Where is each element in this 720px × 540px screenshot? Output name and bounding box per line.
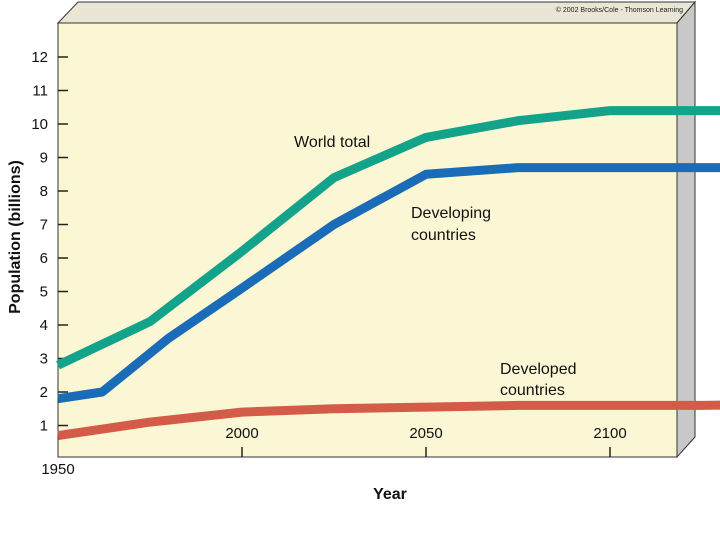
y-tick-label: 9	[40, 150, 48, 167]
label-developing-line1: Developing	[411, 205, 491, 222]
series-line-developed-countries	[57, 400, 720, 441]
y-tick-label: 2	[40, 384, 48, 401]
copyright-credit: © 2002 Brooks/Cole - Thomson Learning	[556, 6, 683, 14]
plot-area	[57, 22, 678, 458]
y-tick-label: 7	[40, 217, 48, 234]
x-axis: 1950 2000 2050 2100	[41, 425, 626, 478]
y-tick-label: 11	[32, 83, 48, 100]
y-tick-label: 12	[31, 49, 48, 66]
y-tick-label: 5	[40, 284, 48, 301]
label-world-total: World total	[294, 134, 370, 151]
y-tick-label: 4	[40, 317, 48, 334]
y-tick-label: 8	[40, 183, 48, 200]
x-tick-label: 2100	[593, 425, 626, 442]
x-axis-title: Year	[373, 486, 407, 503]
label-developed-line1: Developed	[500, 361, 577, 378]
y-tick-label: 1	[40, 418, 48, 435]
series-line-world-total	[56, 106, 720, 370]
series-line-developing-countries	[57, 163, 720, 404]
panel-right-face	[676, 0, 696, 459]
y-axis-title: Population (billions)	[7, 160, 24, 314]
x-tick-label: 2050	[409, 425, 442, 442]
label-developed-line2: countries	[500, 382, 565, 399]
y-tick-label: 3	[40, 351, 48, 368]
y-tick-label: 10	[31, 116, 48, 133]
y-tick-label: 6	[40, 250, 48, 267]
series-group	[56, 106, 720, 441]
x-tick-label: 2000	[225, 425, 258, 442]
label-developing-line2: countries	[411, 227, 476, 244]
x-tick-label: 1950	[41, 461, 74, 478]
